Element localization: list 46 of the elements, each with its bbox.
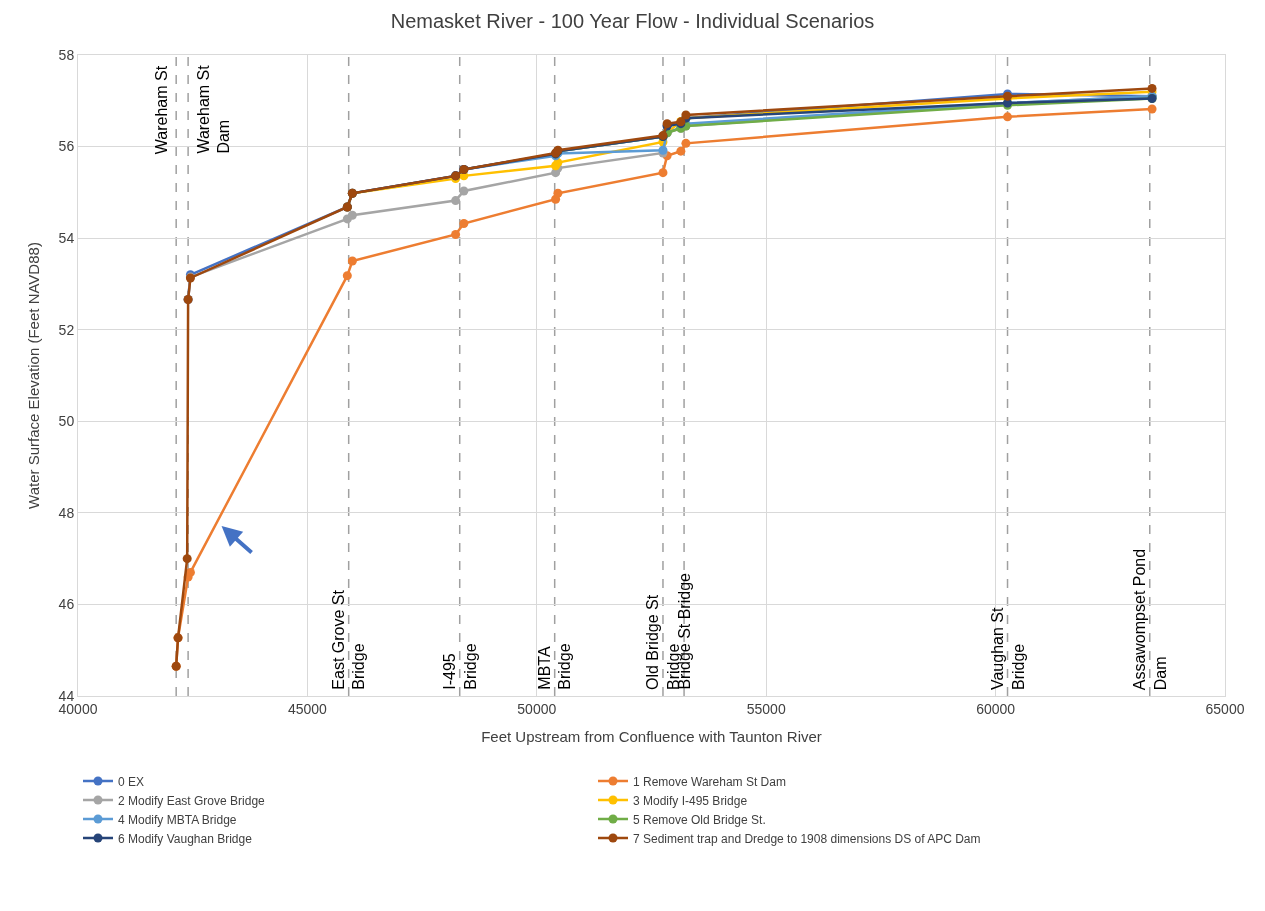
point <box>185 567 195 577</box>
point <box>347 256 357 266</box>
legend-label: 1 Remove Wareham St Dam <box>633 774 786 789</box>
y-tick-label: 56 <box>58 138 75 155</box>
legend-label: 7 Sediment trap and Dredge to 1908 dimensions DS of APC Dam <box>633 831 981 846</box>
ref-line-label: MBTA Bridge <box>535 643 574 690</box>
ref-line-label: Vaughan St Bridge <box>989 607 1027 691</box>
x-tick-label: 55000 <box>746 700 786 717</box>
point <box>451 196 461 206</box>
y-tick-label: 50 <box>58 413 75 430</box>
legend-label: 3 Modify I-495 Bridge <box>633 793 748 808</box>
y-tick-label: 46 <box>58 596 75 613</box>
point <box>676 146 686 156</box>
ref-line-label: Wareham St Dam <box>194 64 233 154</box>
point <box>459 218 469 228</box>
ref-line-label: I-495 Bridge <box>440 643 479 690</box>
x-axis-title: Feet Upstream from Confluence with Taunton River <box>481 727 822 745</box>
legend-label: 6 Modify Vaughan Bridge <box>118 831 253 846</box>
x-tick-label: 50000 <box>517 700 557 717</box>
point <box>1147 104 1157 114</box>
y-tick-label: 54 <box>58 230 75 247</box>
point <box>342 271 352 281</box>
point <box>681 138 691 148</box>
point <box>658 168 668 178</box>
x-tick-label: 65000 <box>1205 700 1245 717</box>
chart-title: Nemasket River - 100 Year Flow - Individual Scenarios <box>390 9 875 32</box>
x-tick-label: 60000 <box>976 700 1016 717</box>
point <box>553 188 563 198</box>
y-axis-title: Water Surface Elevation (Feet NAVD88) <box>24 242 42 509</box>
point <box>459 186 469 196</box>
ref-line-label: East Grove St Bridge <box>329 589 368 690</box>
point <box>451 229 461 239</box>
legend-label: 2 Modify East Grove Bridge <box>118 793 266 808</box>
legend-label: 4 Modify MBTA Bridge <box>118 812 237 827</box>
ref-line-label: Wareham St <box>153 65 171 155</box>
legend-label: 5 Remove Old Bridge St. <box>633 812 766 827</box>
y-tick-label: 58 <box>58 46 75 63</box>
legend-label: 0 EX <box>118 774 145 789</box>
y-tick-label: 48 <box>58 504 75 521</box>
point <box>1003 112 1013 122</box>
x-tick-label: 45000 <box>287 700 328 717</box>
y-tick-label: 52 <box>58 321 75 338</box>
ref-line-label: Assawompset Pond Dam <box>1131 548 1170 691</box>
point <box>1147 83 1157 93</box>
point <box>182 554 192 564</box>
point <box>347 210 357 220</box>
